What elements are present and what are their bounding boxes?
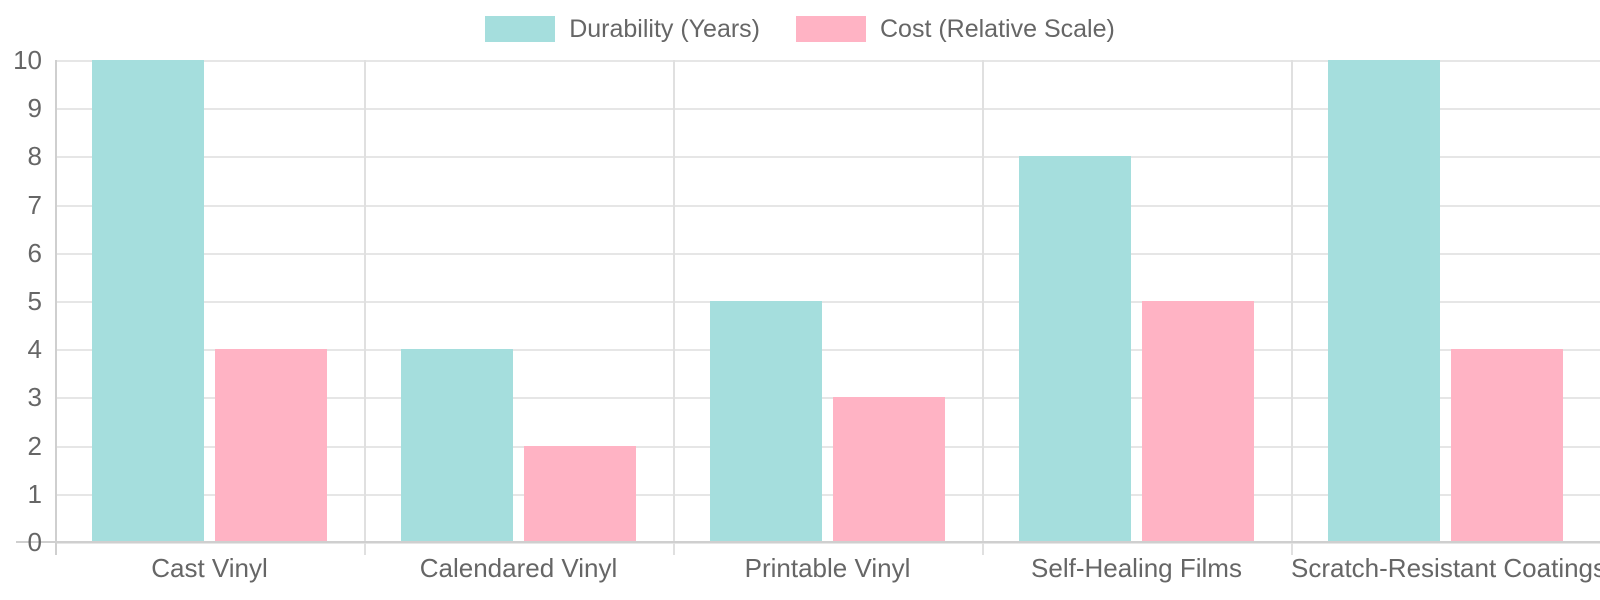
gridline [55, 156, 1600, 159]
gridline [55, 252, 1600, 255]
bar[interactable] [1142, 301, 1254, 542]
legend-swatch-cost [796, 16, 866, 42]
y-axis-tick-labels: 0 1 2 3 4 5 6 7 8 9 10 [0, 47, 1600, 555]
y-tick-label: 7 [27, 189, 42, 220]
bar[interactable] [92, 60, 204, 542]
legend-item-cost[interactable]: Cost (Relative Scale) [796, 16, 1115, 42]
category-separator [982, 60, 984, 555]
x-tick-label: Calendared Vinyl [419, 553, 618, 583]
y-tick-label: 9 [27, 93, 42, 124]
bar[interactable] [401, 349, 513, 542]
gridline [55, 204, 1600, 207]
bar[interactable] [710, 301, 822, 542]
bar[interactable] [833, 397, 945, 542]
gridline [55, 493, 1600, 496]
gridline [55, 60, 1600, 62]
gridline [55, 445, 1600, 448]
legend-label-cost: Cost (Relative Scale) [880, 14, 1115, 43]
y-tick-label: 2 [27, 430, 42, 461]
y-axis-line [55, 60, 57, 555]
bar[interactable] [524, 445, 636, 542]
legend-swatch-durability [485, 16, 556, 42]
y-tick-label: 4 [27, 334, 42, 365]
legend-label-durability: Durability (Years) [569, 14, 760, 43]
bar[interactable] [1328, 60, 1440, 542]
y-tick-label: 8 [27, 141, 42, 172]
x-axis-line [16, 541, 1600, 543]
gridline [55, 301, 1600, 303]
category-separator [673, 60, 675, 555]
y-tick-label: 6 [27, 237, 42, 268]
y-tick-label: 10 [13, 45, 42, 75]
category-separator [1291, 60, 1293, 555]
x-tick-label: Scratch-Resistant Coatings [1291, 553, 1600, 583]
chart-legend: Durability (Years) Cost (Relative Scale) [0, 0, 1600, 58]
y-tick-label: 3 [27, 382, 42, 413]
plot-area [55, 60, 1600, 555]
gridline [55, 542, 1600, 544]
bar[interactable] [215, 349, 327, 542]
x-tick-label: Self-Healing Films [1031, 553, 1242, 583]
y-tick-label: 0 [27, 527, 42, 557]
bar[interactable] [1451, 349, 1563, 542]
x-tick-label: Cast Vinyl [151, 553, 268, 583]
gridline [55, 397, 1600, 400]
x-axis-tick-labels: Cast Vinyl Calendared Vinyl Printable Viny… [55, 551, 1600, 600]
y-tick-label: 1 [27, 478, 42, 509]
bar[interactable] [1019, 156, 1131, 542]
x-tick-label: Printable Vinyl [744, 553, 911, 583]
y-tick-label: 5 [27, 286, 42, 316]
legend-item-durability[interactable]: Durability (Years) [485, 16, 760, 42]
category-separator [364, 60, 366, 555]
gridline [55, 108, 1600, 111]
gridline [55, 349, 1600, 352]
